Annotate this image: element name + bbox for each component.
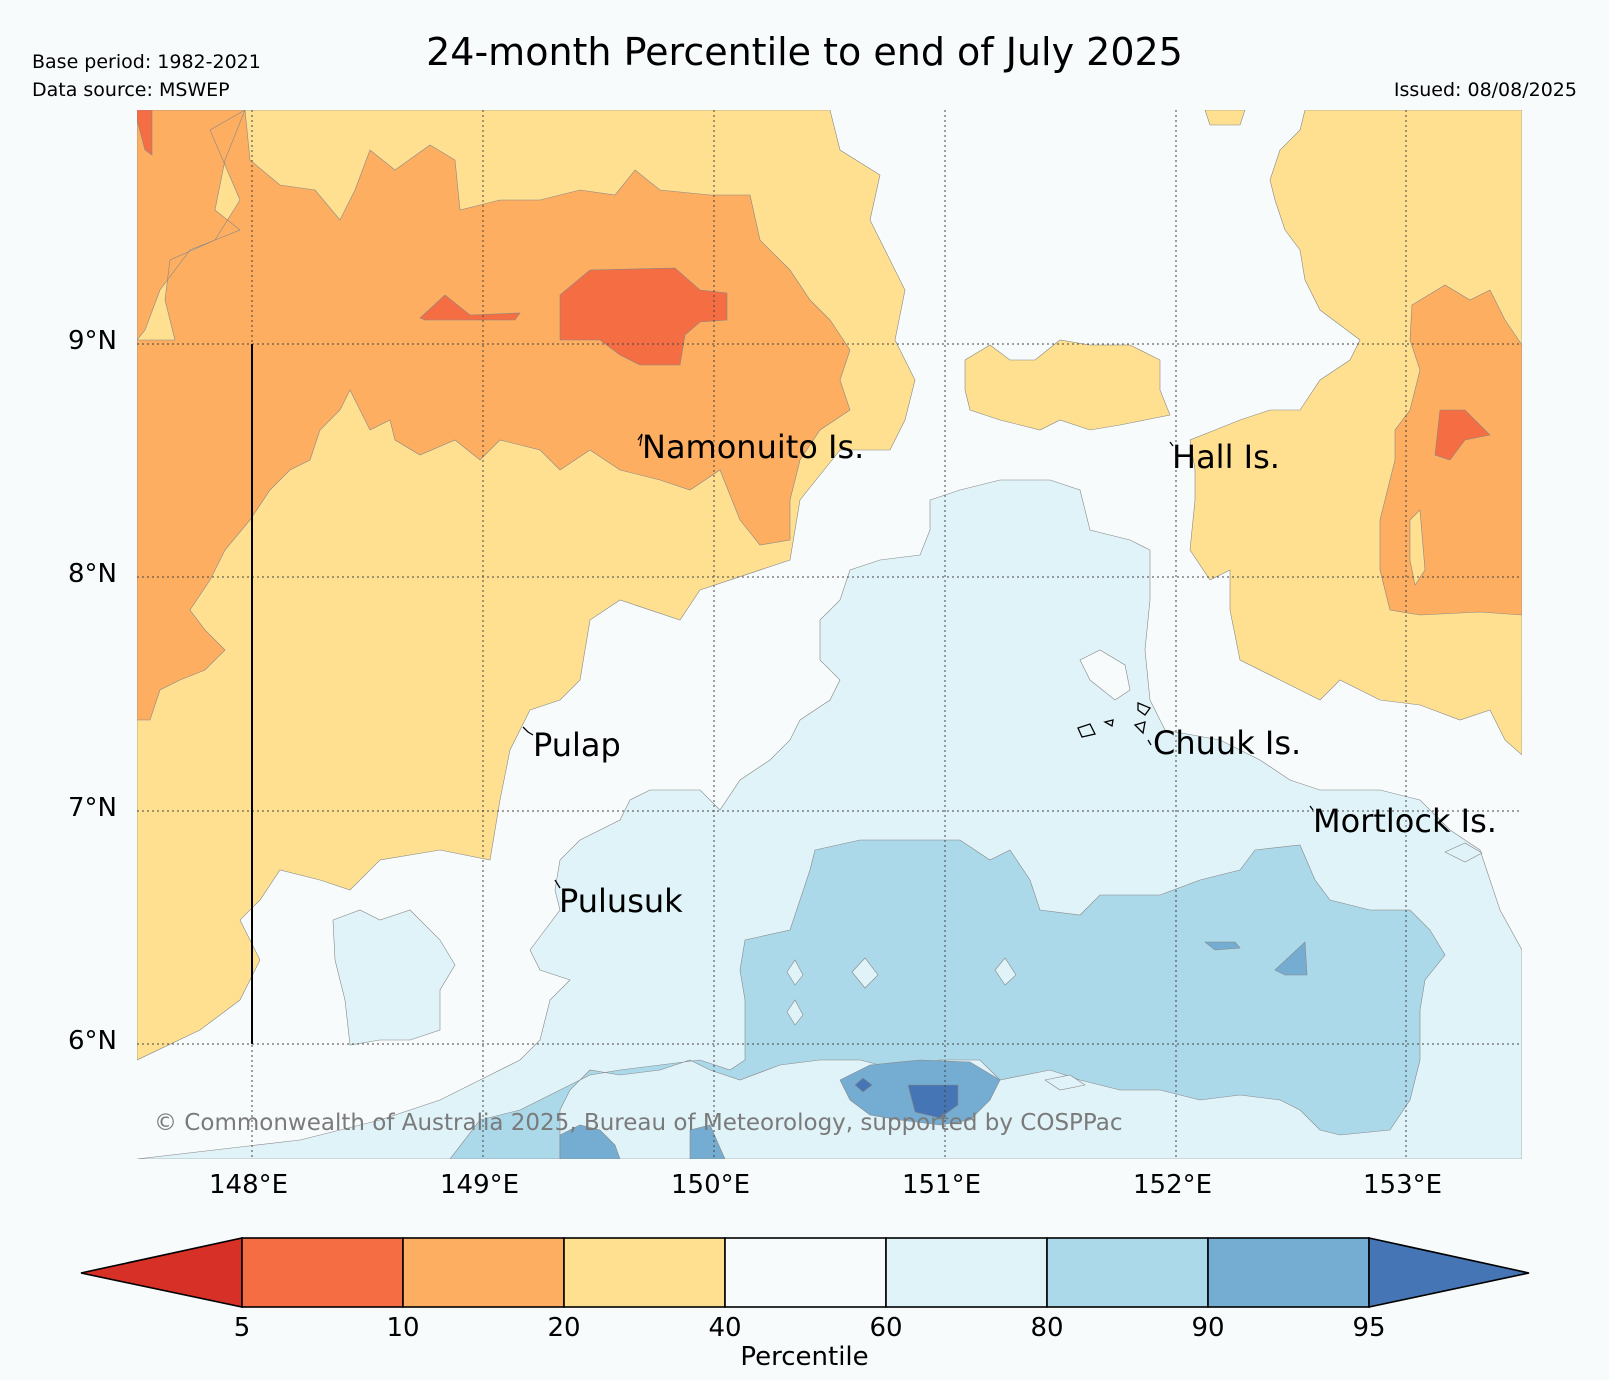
colorbar-above-95 [1368,1237,1530,1308]
colorbar-tick-80: 80 [1030,1313,1064,1343]
place-namonuito: Namonuito Is. [642,428,865,466]
colorbar-below-5 [80,1237,243,1308]
colorbar [80,1237,1530,1308]
region-90-95-east [1274,941,1308,976]
lon-label-151e: 151°E [902,1170,982,1200]
region-10-20-west [137,110,851,721]
region-60-80-hole-e [1044,1074,1086,1091]
region-90-95-east-b [1204,941,1241,951]
colorbar-tick-90: 90 [1191,1313,1225,1343]
colorbar-5-10 [241,1237,404,1308]
lon-label-149e: 149°E [440,1170,520,1200]
base-period: Base period: 1982-2021 [32,51,261,73]
colorbar-tick-5: 5 [233,1313,251,1343]
lon-label-153e: 153°E [1363,1170,1443,1200]
place-mortlock: Mortlock Is. [1313,802,1497,840]
lon-label-152e: 152°E [1133,1170,1213,1200]
colorbar-60-80 [885,1237,1048,1308]
region-60-80-hole-c [786,959,804,986]
region-20-40-central [964,339,1171,431]
region-above-95-b [854,1077,873,1093]
lat-label-7n: 7°N [68,793,117,823]
lat-label-9n: 9°N [68,326,117,356]
colorbar-tick-60: 60 [869,1313,903,1343]
region-5-10-east [1434,409,1491,461]
colorbar-tick-20: 20 [547,1313,581,1343]
colorbar-40-60 [724,1237,887,1308]
colorbar-label: Percentile [740,1342,869,1372]
colorbar-20-40 [563,1237,726,1308]
region-5-10-north [559,267,728,366]
region-40-60-hole [1079,649,1131,701]
colorbar-10-20 [402,1237,565,1308]
region-5-10-wedge [419,294,521,321]
place-chuuk: Chuuk Is. [1153,724,1302,762]
region-90-95-sw-b [689,1124,726,1159]
region-60-80-west [332,909,456,1046]
colorbar-90-95 [1207,1237,1370,1308]
copyright-notice: © Commonwealth of Australia 2025, Bureau… [154,1110,1123,1136]
region-60-80-hole-b [994,957,1017,986]
colorbar-tick-10: 10 [386,1313,420,1343]
colorbar-tick-95: 95 [1352,1313,1386,1343]
issued-date: Issued: 08/08/2025 [1393,79,1577,101]
region-60-80-east [1444,842,1483,863]
region-90-95-sw-a [559,1124,621,1159]
region-20-40-east-inner [1409,509,1426,586]
gridlines [137,110,1522,1159]
map-title: 24-month Percentile to end of July 2025 [426,30,1183,74]
place-pulusuk: Pulusuk [559,882,683,920]
region-above-95 [907,1084,959,1119]
lon-label-150e: 150°E [671,1170,751,1200]
colorbar-tick-40: 40 [708,1313,742,1343]
region-80-90 [449,839,1446,1159]
region-60-80-hole-a [851,957,879,989]
colorbar-80-90 [1046,1237,1209,1308]
place-hall: Hall Is. [1172,438,1280,476]
lon-label-148e: 148°E [209,1170,289,1200]
region-60-80-hole-d [786,999,804,1026]
place-pulap: Pulap [533,726,621,764]
lat-label-6n: 6°N [68,1026,117,1056]
data-source: Data source: MSWEP [32,79,230,101]
island-outlines [522,433,1314,889]
lat-label-8n: 8°N [68,559,117,589]
region-20-40-patch-north [1204,110,1246,126]
region-5-10-corner [137,110,153,156]
